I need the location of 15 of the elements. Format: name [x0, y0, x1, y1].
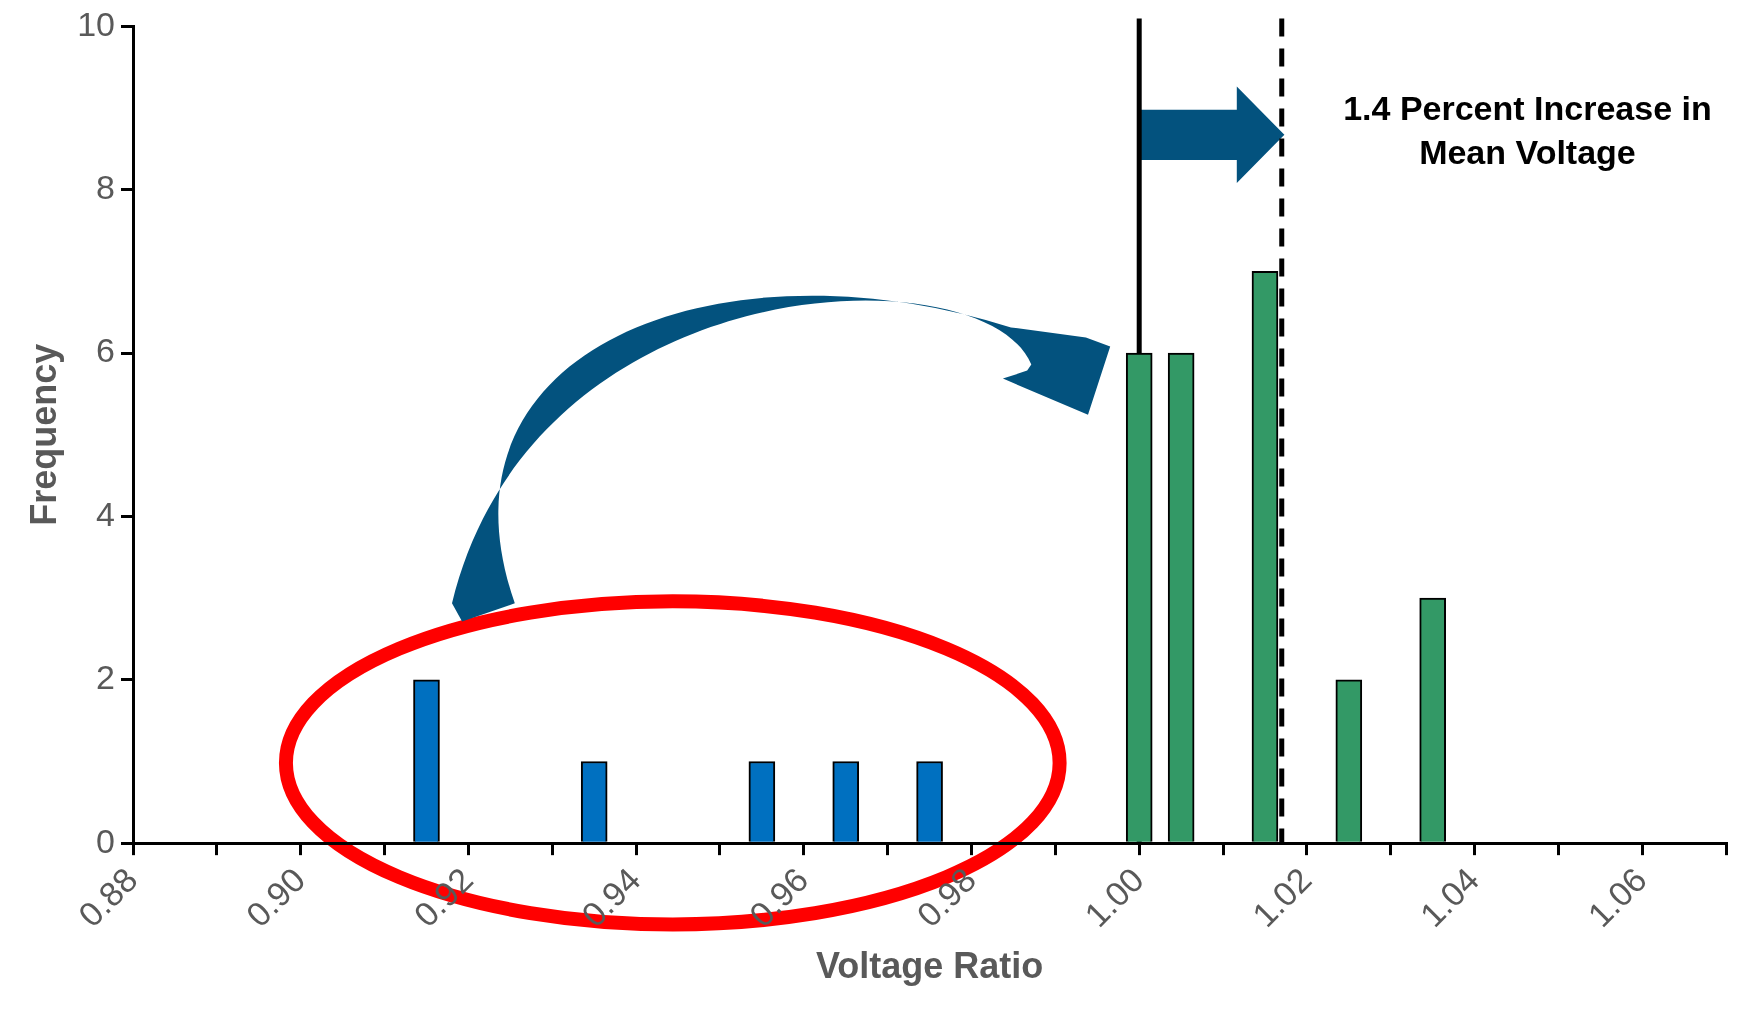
x-tick-label: 0.94	[574, 860, 648, 934]
y-tick-label: 6	[96, 331, 116, 370]
x-tick-label: 0.88	[70, 860, 145, 934]
annotation: 1.4 Percent Increase in Mean Voltage	[1342, 87, 1713, 173]
y-tick-label: 2	[96, 658, 116, 697]
y-tick-label: 8	[96, 168, 116, 207]
y-tick-label: 4	[96, 494, 116, 533]
x-tick-label: 0.92	[406, 860, 480, 934]
x-tick-label: 0.96	[741, 860, 816, 934]
x-tick-label: 0.98	[909, 860, 984, 934]
x-tick-label: 0.90	[238, 860, 313, 934]
y-tick-label: 10	[77, 4, 116, 43]
y-tick-label: 0	[96, 821, 116, 860]
y-axis-title: Frequency	[22, 343, 64, 526]
x-axis-title: Voltage Ratio	[815, 945, 1044, 987]
